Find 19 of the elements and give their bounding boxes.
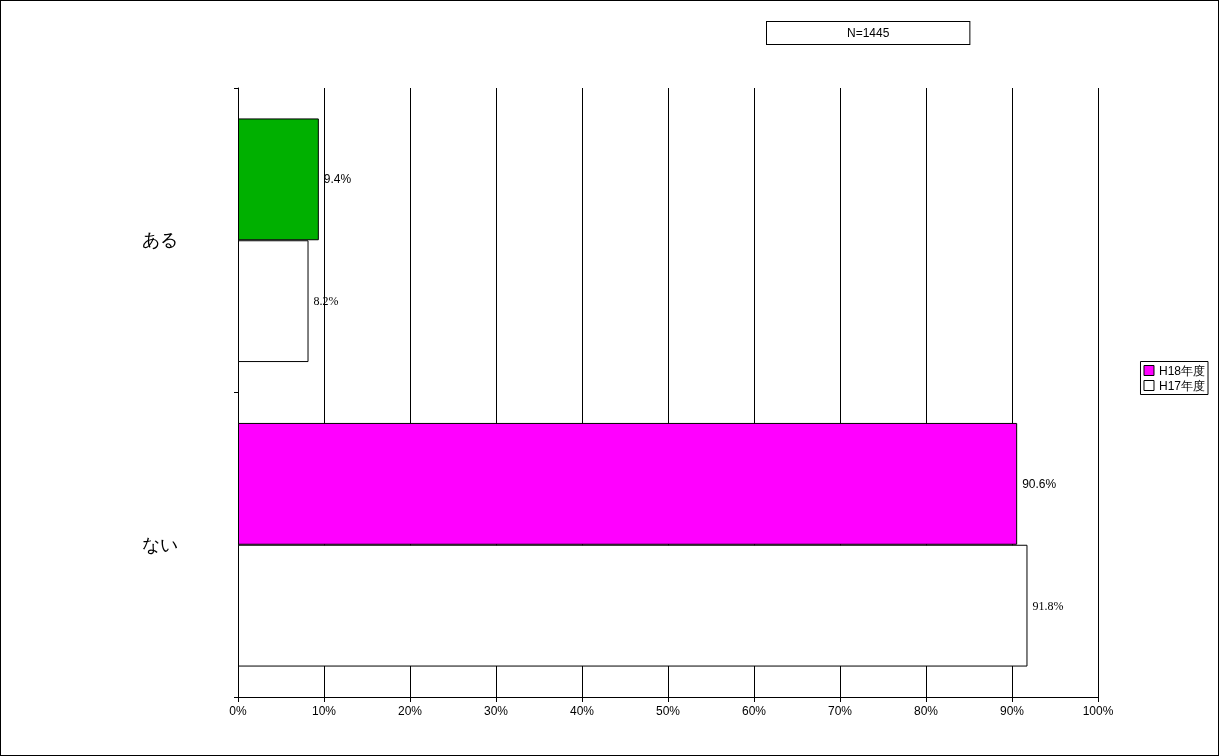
- y-tick-label: ある: [142, 230, 178, 251]
- x-tick-label: 70%: [827, 704, 853, 718]
- x-tick-label: 30%: [483, 704, 509, 718]
- data-label: 9.4%: [323, 172, 352, 187]
- data-label: 91.8%: [1032, 598, 1064, 613]
- text: N=1445: [847, 26, 890, 40]
- x-tick-label: 40%: [569, 704, 595, 718]
- x-tick-label: 80%: [913, 704, 939, 718]
- x-tick-label: 100%: [1082, 704, 1114, 718]
- data-label: 90.6%: [1022, 476, 1057, 491]
- y-tick-label: ない: [142, 534, 178, 555]
- legend-label: H18年度: [1158, 363, 1205, 378]
- x-tick-label: 90%: [999, 704, 1025, 718]
- x-tick-label: 50%: [655, 704, 681, 718]
- x-tick-label: 0%: [229, 704, 247, 718]
- x-tick-label: 60%: [741, 704, 767, 718]
- x-tick-label: 20%: [397, 704, 423, 718]
- x-tick-label: 10%: [311, 704, 337, 718]
- legend-label: H17年度: [1158, 378, 1205, 393]
